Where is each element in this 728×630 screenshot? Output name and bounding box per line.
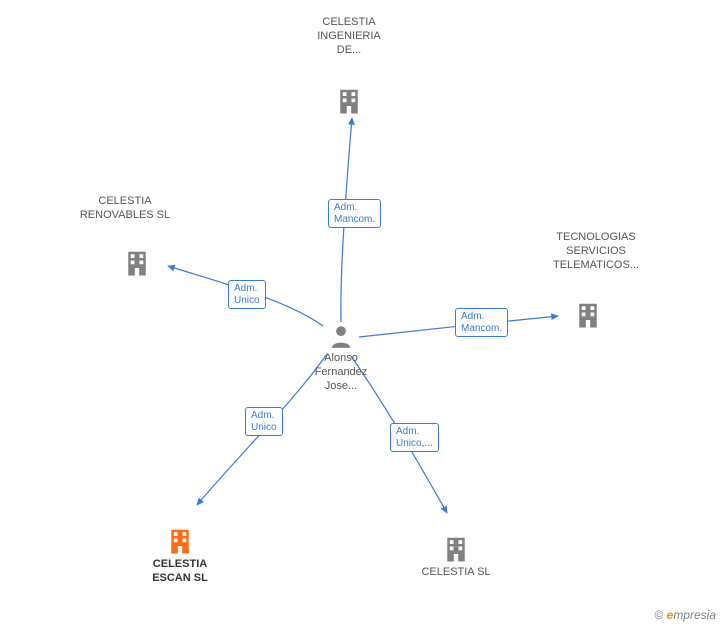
edge-label: Adm. Unico: [245, 407, 283, 436]
building-icon: [165, 526, 195, 556]
edge-label: Adm. Unico,...: [390, 423, 439, 452]
building-icon: [334, 86, 364, 116]
company-icon-wrap[interactable]: [334, 84, 364, 121]
person-icon: [328, 323, 354, 349]
company-icon-wrap[interactable]: [165, 524, 195, 561]
building-icon: [441, 534, 471, 564]
company-label: CELESTIA RENOVABLES SL: [55, 195, 195, 223]
company-label: TECNOLOGIAS SERVICIOS TELEMATICOS...: [526, 231, 666, 272]
company-icon-wrap[interactable]: [573, 298, 603, 335]
person-label: Alonso Fernandez Jose...: [315, 352, 368, 393]
company-icon-wrap[interactable]: [122, 246, 152, 283]
watermark-brand-rest: mpresia: [673, 608, 716, 622]
edge-label: Adm. Mancom.: [455, 308, 508, 337]
building-icon: [122, 248, 152, 278]
watermark: © empresia: [654, 608, 716, 622]
edges-layer: [0, 0, 728, 630]
building-icon: [573, 300, 603, 330]
edge-label: Adm. Mancom.: [328, 199, 381, 228]
company-icon-wrap[interactable]: [441, 532, 471, 569]
edge-label: Adm. Unico: [228, 280, 266, 309]
company-label: CELESTIA ESCAN SL: [110, 558, 250, 586]
person-node-center[interactable]: Alonso Fernandez Jose...: [301, 323, 381, 393]
company-label: CELESTIA INGENIERIA DE...: [279, 16, 419, 57]
watermark-prefix: ©: [654, 608, 666, 622]
